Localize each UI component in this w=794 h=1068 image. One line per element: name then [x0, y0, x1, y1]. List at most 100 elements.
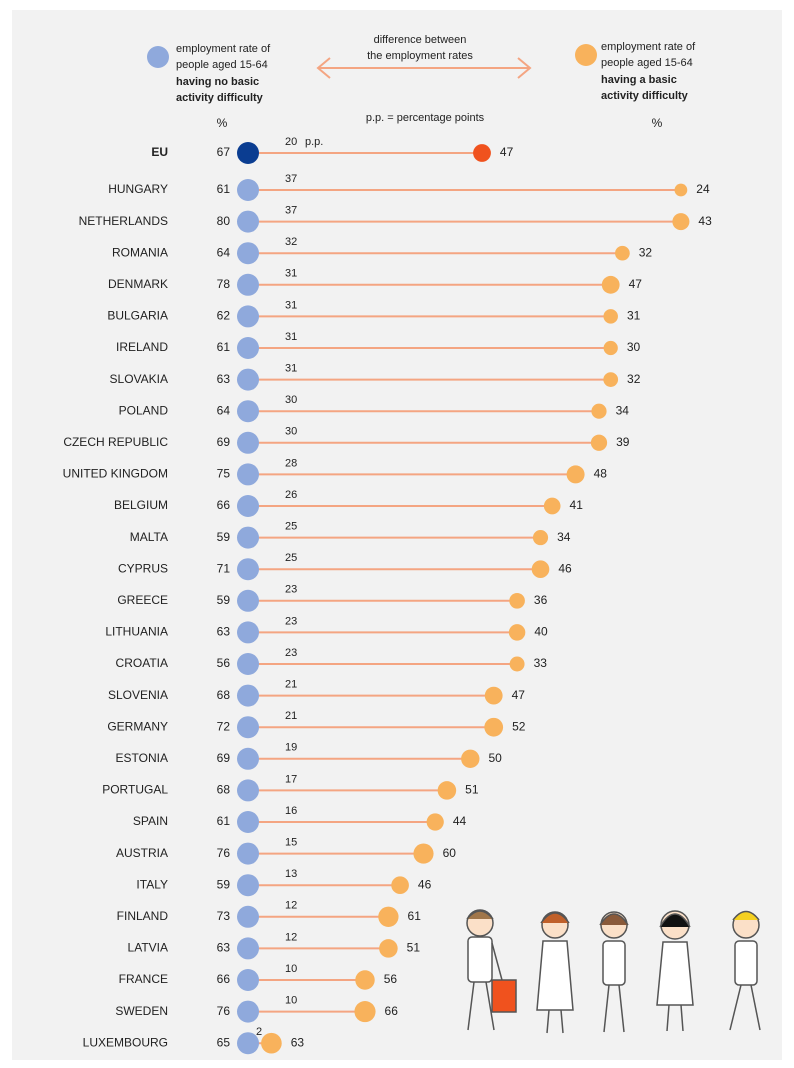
category-label: SPAIN: [133, 814, 168, 828]
value-label: 80: [217, 214, 231, 228]
dot-difficulty: [355, 970, 375, 990]
value-label: 59: [217, 877, 231, 891]
dot-difficulty: [509, 593, 525, 609]
dot-difficulty: [674, 183, 688, 197]
legend-text: employment rate of: [176, 43, 271, 55]
value-label: 31: [627, 309, 641, 323]
value-label: 73: [217, 909, 231, 923]
value-label: 56: [217, 656, 231, 670]
dot-difficulty: [532, 530, 549, 546]
category-label: CROATIA: [116, 656, 168, 670]
value-label: 63: [217, 372, 231, 386]
value-label: 51: [407, 941, 421, 955]
difference-unit: p.p.: [305, 136, 323, 148]
value-label: 76: [217, 846, 231, 860]
dot-no-difficulty: [237, 242, 259, 265]
category-label: SWEDEN: [115, 1004, 168, 1018]
value-label: 32: [639, 245, 653, 259]
category-label: CZECH REPUBLIC: [63, 435, 168, 449]
dot-difficulty: [590, 434, 608, 451]
difference-label: 30: [285, 394, 297, 406]
difference-label: 23: [285, 647, 297, 659]
dot-difficulty: [543, 497, 561, 515]
value-label: 47: [629, 277, 643, 291]
legend-highlight: having a basic: [601, 74, 677, 86]
dot-no-difficulty: [237, 684, 259, 707]
difference-label: 12: [285, 931, 297, 943]
category-label: LUXEMBOURG: [83, 1035, 168, 1049]
category-label: ITALY: [136, 877, 168, 891]
category-label: CYPRUS: [118, 561, 168, 575]
value-label: 47: [500, 145, 514, 159]
difference-label: 37: [285, 205, 297, 217]
value-label: 63: [291, 1035, 305, 1049]
legend-highlight: activity difficulty: [601, 90, 689, 102]
dot-no-difficulty: [237, 495, 259, 517]
dot-difficulty: [473, 144, 491, 162]
value-label: 67: [217, 145, 231, 159]
value-label: 65: [217, 1035, 231, 1049]
dot-difficulty: [461, 749, 480, 768]
legend-highlight: activity difficulty: [176, 92, 264, 104]
dot-difficulty: [603, 372, 619, 387]
difference-label: 26: [285, 489, 297, 501]
difference-label: 19: [285, 742, 297, 754]
value-label: 63: [217, 941, 231, 955]
dot-no-difficulty: [237, 969, 259, 991]
difference-label: 2: [256, 1026, 262, 1038]
illustration: [466, 909, 761, 1034]
value-label: 66: [385, 1004, 399, 1018]
category-label: IRELAND: [116, 340, 168, 354]
dot-no-difficulty: [237, 368, 259, 391]
difference-label: 10: [285, 963, 297, 975]
dot-no-difficulty: [237, 747, 259, 770]
category-label: MALTA: [130, 530, 168, 544]
value-label: 52: [512, 719, 526, 733]
value-label: 75: [217, 467, 231, 481]
difference-label: 25: [285, 552, 297, 564]
dot-difficulty: [379, 939, 398, 958]
category-label: BULGARIA: [107, 309, 168, 323]
difference-label: 23: [285, 584, 297, 596]
dot-difficulty: [531, 560, 550, 579]
value-label: 63: [217, 625, 231, 639]
dot-no-difficulty: [237, 589, 259, 612]
axis-unit: %: [652, 116, 663, 130]
difference-label: the employment rates: [367, 50, 473, 62]
value-label: 46: [418, 877, 432, 891]
dot-difficulty: [484, 717, 504, 737]
value-label: 61: [217, 340, 231, 354]
difference-label: 32: [285, 236, 297, 248]
dot-no-difficulty: [237, 1032, 259, 1055]
value-label: 41: [570, 498, 584, 512]
difference-label: 20: [285, 136, 297, 148]
category-label: DENMARK: [108, 277, 168, 291]
value-label: 51: [465, 783, 479, 797]
dot-no-difficulty: [237, 653, 259, 675]
dot-no-difficulty: [237, 142, 259, 164]
dot-difficulty: [566, 465, 585, 484]
dot-no-difficulty: [237, 1000, 259, 1023]
value-label: 40: [534, 625, 548, 639]
dot-difficulty: [508, 624, 526, 641]
value-label: 78: [217, 277, 231, 291]
value-label: 50: [488, 751, 502, 765]
category-label: HUNGARY: [108, 182, 168, 196]
value-label: 71: [217, 561, 231, 575]
difference-label: 37: [285, 173, 297, 185]
value-label: 64: [217, 245, 231, 259]
dot-no-difficulty: [237, 337, 259, 359]
background: [12, 10, 782, 1060]
category-label: ROMANIA: [112, 245, 168, 259]
difference-label: 31: [285, 299, 297, 311]
legend-text: employment rate of: [601, 41, 696, 53]
category-label: POLAND: [119, 403, 169, 417]
dot-difficulty: [437, 781, 457, 800]
value-label: 64: [217, 403, 231, 417]
value-label: 36: [534, 593, 548, 607]
difference-label: 25: [285, 521, 297, 533]
value-label: 61: [217, 814, 231, 828]
value-label: 69: [217, 435, 231, 449]
value-label: 68: [217, 783, 231, 797]
